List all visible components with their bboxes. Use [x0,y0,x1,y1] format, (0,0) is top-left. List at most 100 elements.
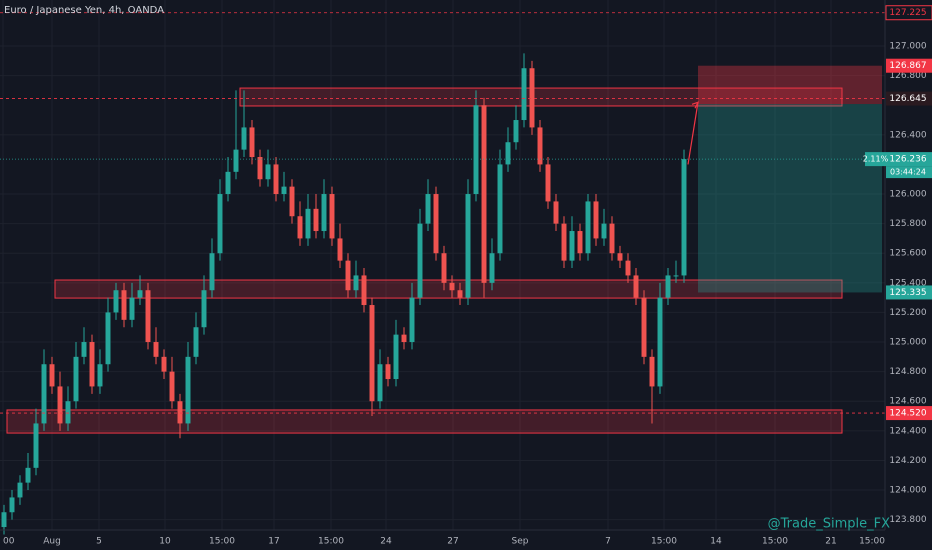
candle-body [473,105,479,195]
candle-body [521,68,527,121]
x-tick-label: 17 [268,537,279,547]
price-tag [885,5,932,21]
candle-body [33,423,39,468]
candle-body [625,260,631,276]
candle-body [329,194,335,239]
candle-body [17,482,23,498]
candle-body [337,238,343,261]
candle-body [593,201,599,239]
price-tag-label: 126.867 [889,61,926,71]
y-tick-label: 124.000 [889,486,926,496]
price-tag-label: 124.520 [889,409,926,419]
y-tick-label: 125.000 [889,338,926,348]
price-tag [886,58,932,73]
y-tick-label: 125.400 [889,278,926,288]
x-tick-label: 00 [3,537,15,547]
candle-body [401,334,407,343]
candle-body [289,186,295,217]
candle-body [633,275,639,298]
candle-body [481,105,487,283]
candle-body [281,186,287,195]
price-tag-label: 126.236 [889,155,926,165]
candle-body [249,127,255,158]
candle-body [569,231,575,261]
candle-body [97,364,103,387]
candle-body [617,253,623,261]
x-tick-label: 7 [605,537,611,547]
candle-body [553,201,559,224]
candle-body [449,282,455,291]
candle-body [657,297,663,387]
candle-body [137,290,143,298]
candle-body [361,275,367,306]
candle-body [393,334,399,380]
candle-body [257,157,263,180]
chart-title: Euro / Japanese Yen, 4h, OANDA [4,5,164,16]
candle-body [457,290,463,298]
candle-body [49,364,55,387]
x-tick-label: 10 [159,537,171,547]
candle-body [161,356,167,372]
y-tick-label: 126.000 [889,190,926,200]
x-tick-label: 27 [447,537,458,547]
candle-body [265,164,271,180]
candle-body [25,467,31,483]
candle-body [41,364,47,424]
arrow [687,102,699,165]
candle-body [497,164,503,254]
countdown-bg [886,166,932,179]
candle-body [209,253,215,291]
candle-body [241,127,247,150]
price-tag [886,152,932,167]
candle-body [297,216,303,239]
candle-body [145,290,151,343]
candle-body [409,297,415,343]
candle-body [169,371,175,402]
x-tick-label: Aug [43,537,61,547]
candle-body [369,305,375,402]
price-tag [886,285,932,300]
candle-body [193,327,199,357]
candle-body [561,223,567,261]
candle-body [489,253,495,283]
candle-body [441,253,447,283]
position-profit [698,104,882,293]
x-tick-label: 15:00 [318,537,344,547]
candle-body [201,290,207,328]
y-tick-label: 124.600 [889,397,926,407]
candle-body [513,120,519,143]
candle-body [9,497,15,513]
position-loss [698,65,882,105]
candle-body [673,275,679,277]
x-tick-label: 5 [96,537,102,547]
candle-body [177,401,183,424]
candle-body [1,512,7,528]
candle-body [305,208,311,239]
y-tick-label: 127.000 [889,42,926,52]
y-tick-label: 124.200 [889,456,926,466]
candle-body [217,194,223,254]
candle-body [313,208,319,232]
candle-body [233,149,239,172]
y-tick-label: 125.600 [889,249,926,259]
zone [54,279,843,299]
price-tag [886,406,932,421]
candle-body [545,164,551,202]
candle-body [425,194,431,224]
candle-body [417,223,423,298]
x-tick-label: 15:00 [209,537,235,547]
candle-body [529,68,535,128]
x-tick-label: Sep [512,537,529,547]
x-tick-label: 24 [380,537,392,547]
y-tick-label: 124.400 [889,426,926,436]
y-tick-label: 126.800 [889,71,926,81]
zone [6,409,843,434]
candle-body [121,290,127,320]
candle-body [649,356,655,387]
candle-body [345,260,351,291]
candle-body [601,223,607,239]
candle-body [57,386,63,424]
candle-body [65,401,71,424]
candle-body [105,312,111,365]
